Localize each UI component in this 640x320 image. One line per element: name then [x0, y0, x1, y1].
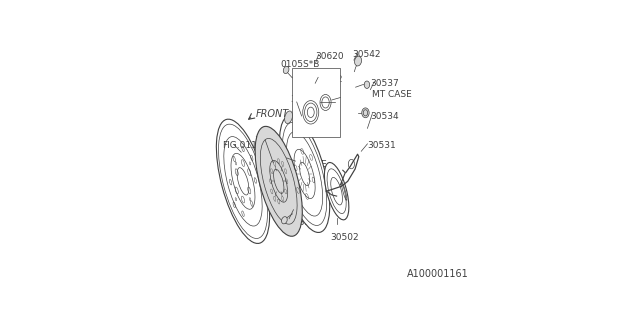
Text: 30537: 30537	[371, 79, 399, 88]
Ellipse shape	[320, 94, 331, 110]
Text: 0105S*B: 0105S*B	[280, 60, 319, 69]
Ellipse shape	[324, 163, 349, 220]
Text: 30531: 30531	[367, 141, 396, 150]
Ellipse shape	[280, 116, 330, 232]
Text: 30622: 30622	[314, 75, 343, 84]
Text: A100001161: A100001161	[407, 269, 468, 279]
Text: MT CASE: MT CASE	[287, 160, 326, 169]
Text: FIG.011: FIG.011	[223, 141, 257, 150]
Text: FRONT: FRONT	[255, 108, 289, 119]
Ellipse shape	[285, 111, 292, 124]
Text: 30210: 30210	[290, 95, 319, 104]
Ellipse shape	[216, 119, 269, 244]
Text: 30542: 30542	[353, 50, 381, 59]
Ellipse shape	[355, 56, 362, 66]
Ellipse shape	[255, 126, 302, 236]
Bar	[292, 68, 340, 137]
Ellipse shape	[284, 66, 289, 74]
Text: 30100: 30100	[254, 136, 283, 146]
Text: 30534: 30534	[371, 112, 399, 121]
Ellipse shape	[362, 108, 369, 118]
Text: 30620: 30620	[315, 52, 344, 61]
Text: A50831: A50831	[282, 218, 317, 227]
Ellipse shape	[303, 100, 319, 124]
Ellipse shape	[282, 217, 287, 224]
Text: 30502: 30502	[330, 233, 359, 242]
Text: MT CASE: MT CASE	[372, 90, 412, 99]
Ellipse shape	[364, 81, 370, 88]
